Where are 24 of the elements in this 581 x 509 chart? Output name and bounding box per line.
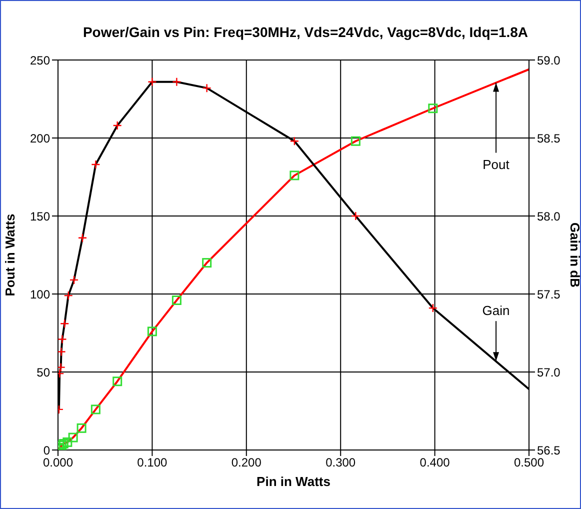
y2-tick-label: 57.0 bbox=[537, 365, 561, 380]
y2-tick-label: 56.5 bbox=[537, 443, 561, 458]
y-tick-label: 0 bbox=[43, 443, 50, 458]
x-tick-label: 0.100 bbox=[137, 456, 168, 470]
annotation: Gain bbox=[482, 303, 510, 318]
x-axis-title: Pin in Watts bbox=[256, 474, 330, 489]
annotation: Pout bbox=[482, 156, 510, 172]
y-tick-label: 150 bbox=[30, 209, 50, 224]
y2-tick-label: 59.0 bbox=[537, 53, 561, 68]
x-tick-label: 0.000 bbox=[42, 456, 74, 470]
y2-tick-label: 58.5 bbox=[537, 131, 561, 146]
y2-tick-label: 58.0 bbox=[537, 209, 561, 224]
x-tick-label: 0.500 bbox=[514, 456, 544, 470]
y2-axis-title: Gain in dB bbox=[567, 222, 581, 288]
x-tick-label: 0.400 bbox=[420, 456, 450, 470]
x-tick-label: 0.300 bbox=[326, 456, 356, 470]
x-tick-label: 0.200 bbox=[231, 456, 262, 470]
y-axis-title: Pout in Watts bbox=[2, 214, 18, 296]
chart-title: Power/Gain vs Pin: Freq=30MHz, Vds=24Vdc, Vagc=8Vdc, Idq=1.8A bbox=[82, 24, 530, 40]
y-tick-label: 250 bbox=[30, 53, 50, 68]
y-tick-label: 100 bbox=[30, 287, 50, 302]
y-tick-label: 200 bbox=[30, 131, 50, 146]
y2-tick-label: 57.5 bbox=[537, 287, 561, 302]
y-tick-label: 50 bbox=[36, 365, 50, 380]
